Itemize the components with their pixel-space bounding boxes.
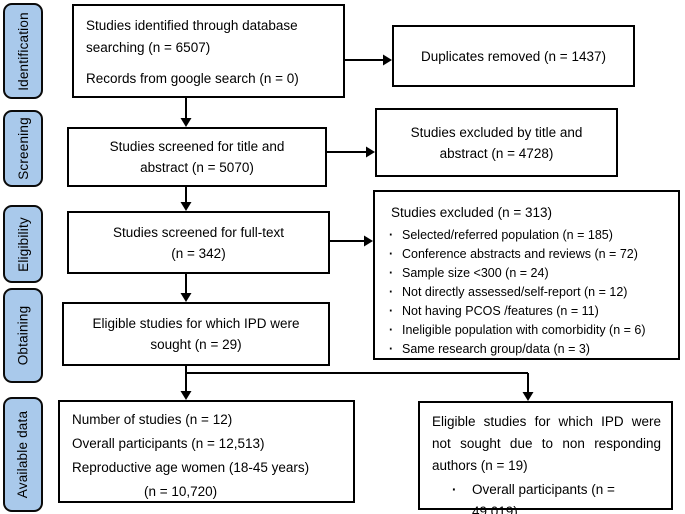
exclusion-reason: Not directly assessed/self-report (n = 1… bbox=[383, 283, 670, 302]
available-line-studies: Number of studies (n = 12) bbox=[72, 412, 233, 427]
box-screened-title-abstract: Studies screened for title and abstract … bbox=[67, 127, 327, 187]
arrowhead-excluded-title bbox=[366, 146, 375, 158]
available-line-participants: Overall participants (n = 12,513) bbox=[72, 436, 265, 451]
screened-title-line-1: Studies screened for title and bbox=[109, 139, 285, 154]
box-ipd-sought: Eligible studies for which IPD were soug… bbox=[62, 302, 330, 366]
arrowhead-screened-title bbox=[180, 118, 192, 127]
duplicates-text: Duplicates removed (n = 1437) bbox=[421, 48, 606, 64]
available-line-reproductive: Reproductive age women (18-45 years) bbox=[72, 460, 310, 475]
stage-available-data: Available data bbox=[3, 397, 43, 512]
not-sought-line-3: authors (n = 19) bbox=[432, 458, 528, 473]
arrowhead-not-sought bbox=[522, 392, 534, 401]
ipd-sought-line-1: Eligible studies for which IPD were bbox=[92, 316, 300, 331]
box-ipd-not-sought: Eligible studies for which IPD were not … bbox=[418, 401, 673, 514]
not-sought-bullet: Overall participants (n = 49,019) bbox=[432, 479, 661, 514]
not-sought-line-2: not sought due to non responding bbox=[432, 436, 661, 451]
exclusion-reason: Ineligible population with comorbidity (… bbox=[383, 321, 670, 340]
stage-eligibility: Eligibility bbox=[3, 205, 43, 283]
box-screened-fulltext: Studies screened for full-text (n = 342) bbox=[67, 211, 330, 274]
exclusion-reason: Not having PCOS /features (n = 11) bbox=[383, 302, 670, 321]
screened-fulltext-line-1: Studies screened for full-text bbox=[112, 224, 285, 240]
arrowhead-ipd-sought bbox=[180, 293, 192, 302]
arrowhead-duplicates bbox=[383, 54, 392, 66]
stage-obtaining: Obtaining bbox=[3, 288, 43, 383]
screened-title-line-2: abstract (n = 5070) bbox=[140, 160, 254, 175]
not-sought-line-1: Eligible studies for which IPD were bbox=[432, 414, 661, 429]
connector-branch bbox=[185, 366, 528, 374]
exclusion-reason-list: Selected/referred population (n = 185) C… bbox=[383, 226, 670, 359]
screened-fulltext-line-2: (n = 342) bbox=[171, 245, 226, 261]
excluded-title-line-2: abstract (n = 4728) bbox=[439, 145, 554, 161]
box-duplicates-removed: Duplicates removed (n = 1437) bbox=[392, 25, 635, 87]
exclusion-reason: Same research group/data (n = 3) bbox=[383, 340, 670, 359]
identified-paragraph-2: Records from google search (n = 0) bbox=[86, 71, 299, 86]
box-studies-identified: Studies identified through database sear… bbox=[72, 4, 345, 98]
identified-paragraph-1: Studies identified through database sear… bbox=[86, 18, 298, 55]
box-excluded-fulltext: Studies excluded (n = 313) Selected/refe… bbox=[373, 190, 680, 360]
box-available-data: Number of studies (n = 12) Overall parti… bbox=[58, 400, 355, 503]
exclusion-reason: Selected/referred population (n = 185) bbox=[383, 226, 670, 245]
exclusion-reason: Conference abstracts and reviews (n = 72… bbox=[383, 245, 670, 264]
stage-identification: Identification bbox=[3, 3, 43, 99]
arrowhead-available bbox=[180, 391, 192, 400]
arrowhead-fulltext bbox=[180, 202, 192, 211]
excluded-fulltext-title: Studies excluded (n = 313) bbox=[391, 205, 552, 220]
stage-screening: Screening bbox=[3, 110, 43, 187]
exclusion-reason: Sample size <300 (n = 24) bbox=[383, 264, 670, 283]
arrowhead-excluded-fulltext bbox=[364, 235, 373, 247]
available-line-count: (n = 10,720) bbox=[144, 484, 218, 499]
box-excluded-title-abstract: Studies excluded by title and abstract (… bbox=[375, 108, 618, 177]
excluded-title-line-1: Studies excluded by title and bbox=[410, 124, 583, 140]
ipd-sought-line-2: sought (n = 29) bbox=[150, 337, 242, 352]
